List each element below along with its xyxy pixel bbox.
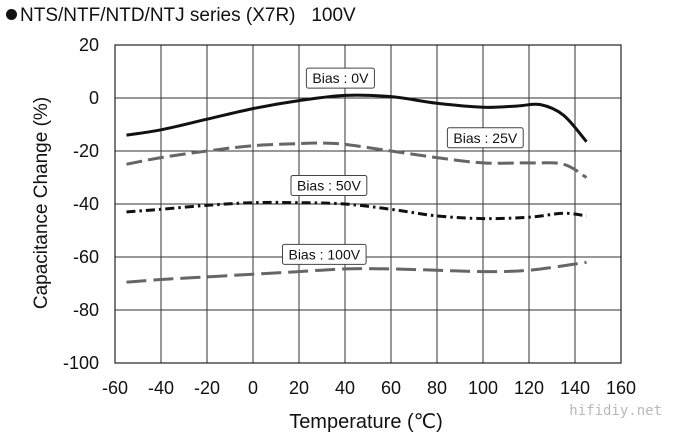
series-line-1 (126, 93, 588, 143)
x-tick-label: -40 (148, 378, 174, 398)
x-tick-label: 0 (248, 378, 258, 398)
bullet-dot-icon (6, 9, 17, 20)
bias-label-box (446, 127, 524, 149)
x-tick-label: -60 (102, 378, 128, 398)
y-tick-label: -20 (73, 141, 99, 161)
bias-labels: Bias : 0V Bias : 25V Bias : 50V Bias : 100V (281, 67, 524, 265)
series-line-2 (126, 141, 588, 179)
x-tick-label: 20 (289, 378, 309, 398)
x-tick-label: 80 (427, 378, 447, 398)
y-tick-label: -100 (63, 353, 99, 373)
tick-labels: -60 -40 -20 0 20 40 60 80 100 120 140 160200-20-40-… (63, 35, 636, 398)
y-tick-label: -40 (73, 194, 99, 214)
x-tick-label: 120 (514, 378, 544, 398)
bias-label-1: Bias : 0V (305, 67, 375, 89)
series-line-4 (126, 260, 587, 284)
x-tick-label: 60 (381, 378, 401, 398)
chart-title: NTS/NTF/NTD/NTJ series (X7R) 100V (6, 5, 356, 27)
bias-label-text: Bias : 0V (312, 70, 369, 86)
watermark: hifidiy.net (569, 403, 662, 419)
y-tick-label: -80 (73, 300, 99, 320)
x-tick-label: 100 (468, 378, 498, 398)
bias-label-text: Bias : 25V (453, 130, 517, 146)
y-tick-label: 0 (89, 88, 99, 108)
x-tick-label: 160 (606, 378, 636, 398)
x-axis-label: Temperature (℃) (289, 411, 443, 433)
x-tick-label: 40 (335, 378, 355, 398)
series-line-3 (126, 200, 587, 221)
bias-label-text: Bias : 100V (288, 246, 360, 262)
x-tick-label: 140 (560, 378, 590, 398)
bias-label-text: Bias : 50V (297, 177, 361, 193)
x-tick-label: -20 (194, 378, 220, 398)
bias-label-box (281, 243, 367, 265)
bias-label-box (290, 174, 368, 196)
bias-label-4: Bias : 100V (281, 243, 367, 265)
bias-label-box (305, 67, 375, 89)
grid (114, 44, 622, 364)
bias-label-3: Bias : 50V (290, 174, 368, 196)
y-tick-label: -60 (73, 247, 99, 267)
bias-label-2: Bias : 25V (446, 127, 524, 149)
y-tick-label: 20 (79, 35, 99, 55)
series-group (126, 93, 588, 284)
y-axis-label: Capacitance Change (%) (31, 97, 52, 309)
plot-frame (114, 44, 622, 364)
chart-title-text: NTS/NTF/NTD/NTJ series (X7R) 100V (20, 5, 356, 26)
